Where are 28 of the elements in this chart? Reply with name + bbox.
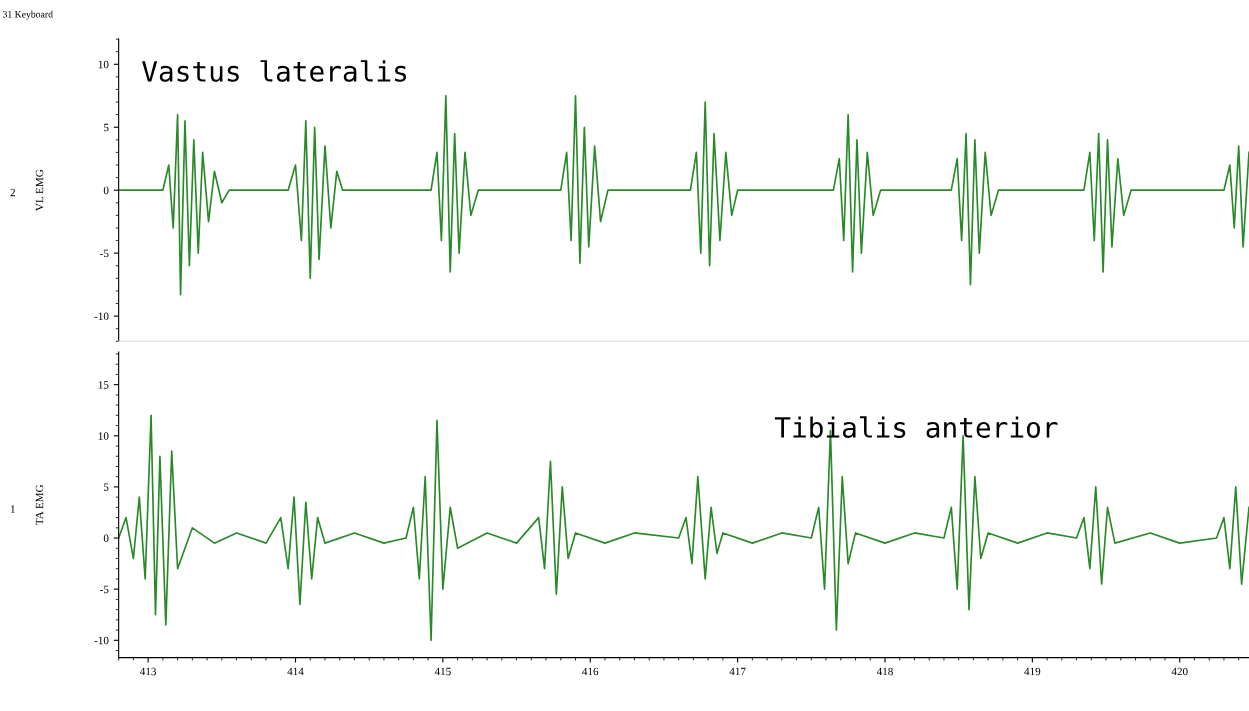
- x-tick-label: 416: [582, 667, 599, 676]
- y-tick-label: -10: [94, 312, 109, 321]
- y-tick-label: 5: [104, 123, 109, 132]
- x-tick-label: 419: [1024, 667, 1041, 676]
- x-tick-label: 413: [140, 667, 157, 676]
- annotation: Tibialis anterior: [774, 416, 1058, 438]
- y-tick-label: 5: [104, 483, 109, 491]
- y-tick-label: 0: [103, 186, 109, 195]
- x-tick-label: 418: [876, 667, 893, 676]
- line-series: [118, 94, 1249, 296]
- x-tick-label: 415: [434, 667, 451, 676]
- y-tick-label: -10: [94, 636, 109, 645]
- x-tick-label: 417: [729, 667, 746, 676]
- text: 31 Keyboard: [2, 10, 53, 20]
- y-tick-label: -5: [100, 249, 109, 258]
- y-tick-label: 10: [98, 432, 109, 440]
- y-tick-label: 0: [103, 534, 109, 543]
- line-series: [118, 414, 1249, 642]
- annotation: Vastus lateralis: [142, 60, 407, 82]
- y-axis-title: VL EMG: [35, 169, 44, 211]
- text: 1: [10, 505, 15, 513]
- y-tick-label: 15: [98, 381, 109, 389]
- y-tick-label: -5: [100, 585, 109, 594]
- y-tick-label: 10: [98, 60, 109, 69]
- x-tick-label: 420: [1171, 667, 1188, 676]
- y-axis-title: TA EMG: [35, 484, 44, 525]
- text: 2: [10, 188, 15, 197]
- x-tick-label: 414: [287, 667, 304, 676]
